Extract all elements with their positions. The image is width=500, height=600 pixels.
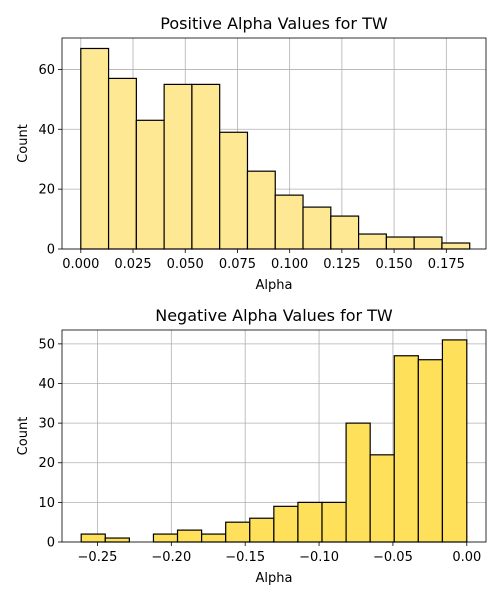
y-tick-label: 40 — [38, 123, 55, 138]
y-ticks: 0 10 20 30 40 50 — [38, 337, 62, 551]
x-tick-label: 0.00 — [452, 550, 481, 565]
y-tick-label: 30 — [38, 417, 55, 432]
x-tick-label: 0.150 — [375, 257, 412, 272]
histogram-bar — [345, 422, 371, 543]
histogram-bar — [107, 77, 137, 250]
y-tick-label: 0 — [47, 243, 55, 258]
histogram-bar — [393, 355, 419, 543]
histogram-bar — [191, 83, 221, 250]
y-axis-label: Count — [16, 124, 31, 163]
chart-negative-alpha: −0.25 −0.20 −0.15 −0.10 −0.05 0.00 0 10 20 30 40 50… — [16, 306, 487, 586]
bars — [80, 339, 468, 543]
histogram-bar — [273, 505, 299, 543]
y-tick-label: 0 — [47, 536, 55, 551]
histogram-bar — [104, 537, 130, 543]
histogram-bar — [225, 521, 251, 543]
histogram-bar — [80, 533, 106, 543]
histogram-bar — [417, 359, 444, 543]
histogram-bar — [330, 215, 360, 250]
histogram-bar — [246, 170, 276, 250]
histogram-bar — [249, 517, 275, 543]
x-tick-label: 0.075 — [219, 257, 256, 272]
y-tick-label: 20 — [38, 183, 55, 198]
x-tick-label: 0.175 — [428, 257, 465, 272]
histogram-bar — [441, 339, 468, 543]
x-tick-label: −0.25 — [78, 550, 118, 565]
x-tick-label: −0.10 — [299, 550, 339, 565]
x-tick-label: 0.000 — [62, 257, 99, 272]
x-tick-label: 0.050 — [167, 257, 204, 272]
histogram-bar — [369, 454, 395, 543]
x-ticks: −0.25 −0.20 −0.15 −0.10 −0.05 0.00 — [78, 542, 481, 565]
x-ticks: 0.000 0.025 0.050 0.075 0.100 0.125 0.150 0.175 — [62, 249, 465, 272]
histogram-bar — [357, 233, 387, 250]
chart-title: Positive Alpha Values for TW — [160, 14, 388, 33]
x-tick-label: −0.20 — [151, 550, 191, 565]
y-tick-label: 40 — [38, 377, 55, 392]
histogram-bar — [135, 119, 165, 250]
chart-positive-alpha: 0.000 0.025 0.050 0.075 0.100 0.125 0.150 0.175… — [16, 14, 487, 293]
axes-frame — [61, 329, 487, 543]
y-ticks: 0 20 40 60 — [38, 63, 62, 258]
histogram-bar — [441, 242, 471, 250]
bars — [80, 47, 471, 250]
histogram-bar — [176, 529, 203, 543]
x-tick-label: 0.125 — [323, 257, 360, 272]
histogram-bar — [297, 501, 323, 543]
x-axis-label: Alpha — [256, 278, 293, 293]
histogram-bar — [80, 47, 110, 250]
histogram-bar — [201, 533, 227, 543]
histogram-bar — [302, 206, 332, 250]
histogram-bar — [385, 236, 415, 250]
x-tick-label: 0.100 — [271, 257, 308, 272]
y-tick-label: 20 — [38, 456, 55, 471]
x-tick-label: −0.05 — [373, 550, 413, 565]
axes-frame — [61, 37, 487, 250]
x-tick-label: 0.025 — [114, 257, 151, 272]
x-axis-label: Alpha — [256, 571, 293, 586]
histogram-bar — [274, 194, 304, 250]
histogram-bar — [413, 236, 443, 250]
histogram-bar — [219, 131, 249, 250]
chart-title: Negative Alpha Values for TW — [155, 306, 393, 325]
y-tick-label: 50 — [38, 337, 55, 352]
histogram-bar — [152, 533, 179, 543]
histogram-bar — [163, 83, 193, 250]
histogram-bar — [321, 501, 347, 543]
y-tick-label: 60 — [38, 63, 55, 78]
y-tick-label: 10 — [38, 496, 55, 511]
x-tick-label: −0.15 — [225, 550, 265, 565]
y-axis-label: Count — [16, 417, 31, 456]
